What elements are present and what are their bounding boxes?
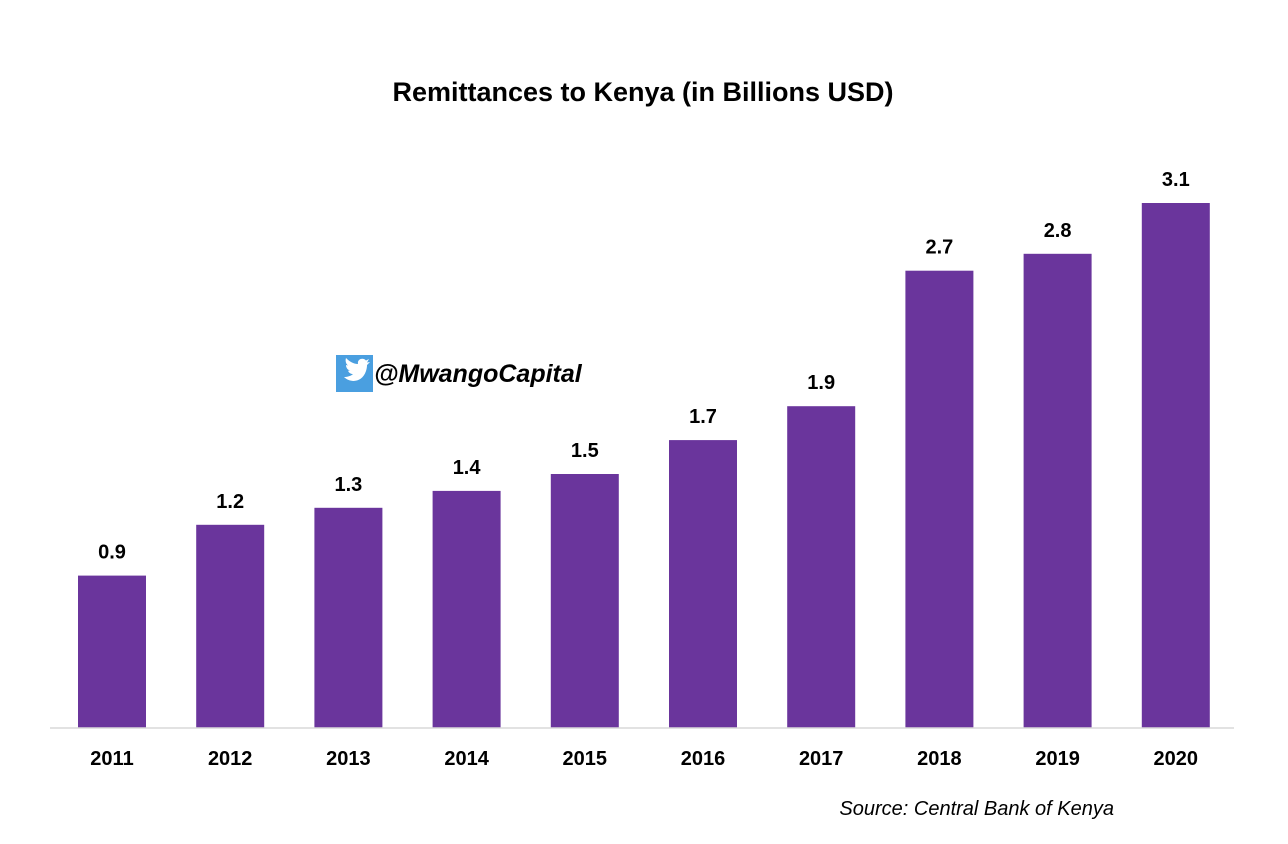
bar-2019: [1023, 253, 1092, 729]
bar-2020: [1141, 203, 1210, 728]
x-tick-label-2014: 2014: [444, 748, 489, 770]
data-label-2015: 1.5: [571, 440, 599, 462]
bar-2016: [669, 440, 737, 728]
x-tick-label-2011: 2011: [90, 748, 133, 770]
chart-title: Remittances to Kenya (in Billions USD): [392, 77, 893, 107]
x-tick-label-2015: 2015: [563, 748, 608, 770]
x-tick-label-2016: 2016: [681, 748, 726, 770]
data-label-2017: 1.9: [807, 372, 835, 394]
x-tick-label-2019: 2019: [1035, 748, 1080, 770]
x-tick-label-2017: 2017: [799, 748, 844, 770]
twitter-bird-icon: [336, 355, 373, 392]
bar-2017: [787, 406, 856, 728]
bars-layer: [78, 203, 1210, 729]
x-tick-label-2018: 2018: [917, 748, 962, 770]
data-labels-layer: 0.9 1.2 1.3 1.4 1.5 1.7 1.9 2.7 2.8 3.1: [98, 169, 1190, 564]
twitter-handle: @MwangoCapital: [374, 360, 583, 388]
data-label-2016: 1.7: [689, 406, 717, 428]
source-note: Source: Central Bank of Kenya: [839, 798, 1114, 820]
data-label-2013: 1.3: [334, 474, 362, 496]
bar-2012: [196, 524, 265, 728]
data-label-2020: 3.1: [1162, 169, 1190, 191]
bar-2011: [78, 575, 146, 728]
data-label-2018: 2.7: [925, 237, 953, 259]
bar-2018: [905, 270, 974, 728]
x-tick-labels-layer: 2011 2012 2013 2014 2015 2016 2017 2018 2019 2020: [90, 748, 1198, 770]
x-tick-label-2012: 2012: [208, 748, 253, 770]
data-label-2012: 1.2: [216, 491, 244, 513]
data-label-2011: 0.9: [98, 542, 126, 564]
bar-2013: [314, 507, 383, 728]
x-tick-label-2020: 2020: [1154, 748, 1199, 770]
data-label-2019: 2.8: [1044, 220, 1072, 242]
bar-2014: [432, 490, 501, 728]
bar-2015: [550, 474, 619, 728]
watermark: @MwangoCapital: [336, 355, 583, 392]
x-tick-label-2013: 2013: [326, 748, 371, 770]
data-label-2014: 1.4: [453, 457, 482, 479]
